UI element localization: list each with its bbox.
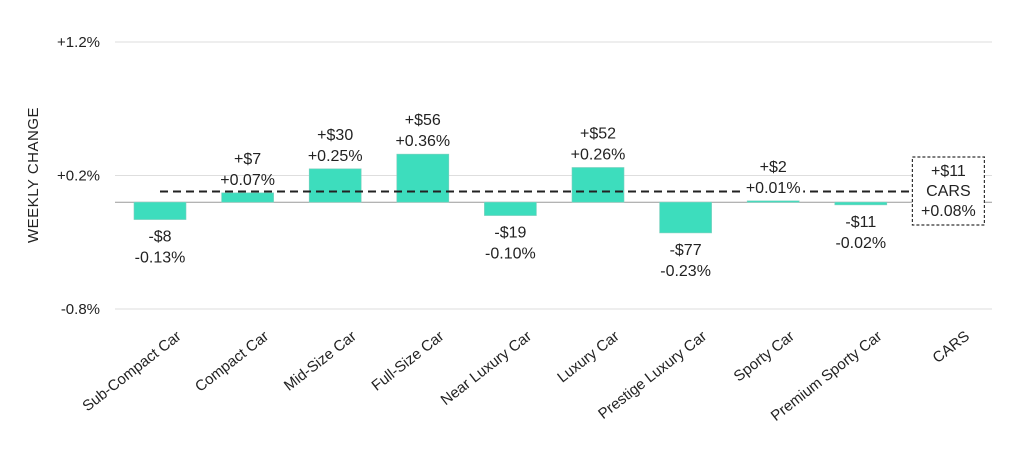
data-label: +$56 +0.36% — [395, 112, 450, 150]
bar — [396, 153, 450, 203]
dollar-label: -$77 — [670, 242, 702, 259]
bar — [834, 201, 888, 206]
y-tick-label: -0.8% — [61, 301, 100, 318]
data-label: -$8 -0.13% — [135, 229, 186, 267]
dollar-label: -$8 — [148, 229, 171, 246]
bar — [308, 168, 362, 203]
data-label: +$30 +0.25% — [308, 127, 363, 165]
percent-label: +0.07% — [220, 172, 275, 189]
x-category-label: Luxury Car — [554, 328, 622, 387]
data-label: +$52 +0.26% — [571, 125, 626, 163]
x-category-label: Compact Car — [192, 328, 272, 396]
y-tick-label: +1.2% — [57, 34, 100, 51]
total-name-label: CARS — [926, 183, 970, 200]
percent-label: +0.25% — [308, 148, 363, 165]
x-category-label: Full-Size Car — [368, 328, 447, 395]
data-label: -$77 -0.23% — [660, 242, 711, 280]
dollar-label: +$2 — [760, 159, 787, 176]
dollar-label: +$30 — [317, 127, 353, 144]
percent-label: +0.26% — [571, 146, 626, 163]
total-box: +$11 CARS +0.08% — [911, 156, 986, 226]
y-tick-label: +0.2% — [57, 168, 100, 185]
dollar-label: +$52 — [580, 125, 616, 142]
data-label: +$2 +0.01% — [746, 159, 801, 197]
percent-label: +0.01% — [746, 180, 801, 197]
total-dollar-label: +$11 — [931, 163, 966, 180]
percent-label: -0.23% — [660, 263, 711, 280]
bar — [659, 201, 712, 234]
x-category-label: CARS — [930, 328, 973, 367]
percent-label: -0.02% — [835, 235, 886, 252]
percent-label: -0.13% — [135, 250, 186, 267]
x-axis-categories: Sub-Compact Car Compact Car Mid-Size Car Fu… — [79, 328, 972, 425]
dollar-label: +$56 — [405, 112, 441, 129]
label-knockout — [743, 184, 804, 199]
x-category-label: Near Luxury Car — [438, 328, 535, 409]
bar — [746, 200, 800, 203]
x-category-label: Sporty Car — [731, 328, 798, 386]
data-label: -$11 -0.02% — [835, 214, 886, 252]
data-label: +$7 +0.07% — [220, 151, 275, 189]
bar — [484, 201, 537, 216]
bar — [133, 201, 187, 220]
dollar-label: -$19 — [494, 225, 526, 242]
percent-label: +0.36% — [395, 133, 450, 150]
dollar-label: +$7 — [234, 151, 261, 168]
x-category-label: Mid-Size Car — [281, 328, 360, 395]
bars — [133, 153, 888, 234]
y-axis-ticks: +1.2% +0.2% -0.8% — [57, 34, 100, 318]
x-category-label: Sub-Compact Car — [79, 328, 184, 415]
percent-label: -0.10% — [485, 246, 536, 263]
total-box-frame — [911, 156, 986, 226]
y-axis-label: WEEKLY CHANGE — [25, 107, 42, 243]
data-label: -$19 -0.10% — [485, 225, 536, 263]
data-labels: -$8 -0.13% +$7 +0.07% +$30 +0.25% +$56 +0.36% -$… — [135, 112, 887, 280]
total-percent-label: +0.08% — [921, 203, 976, 220]
bar — [571, 167, 625, 203]
bar — [221, 192, 274, 203]
gridlines — [115, 41, 992, 310]
dollar-label: -$11 — [845, 214, 876, 231]
